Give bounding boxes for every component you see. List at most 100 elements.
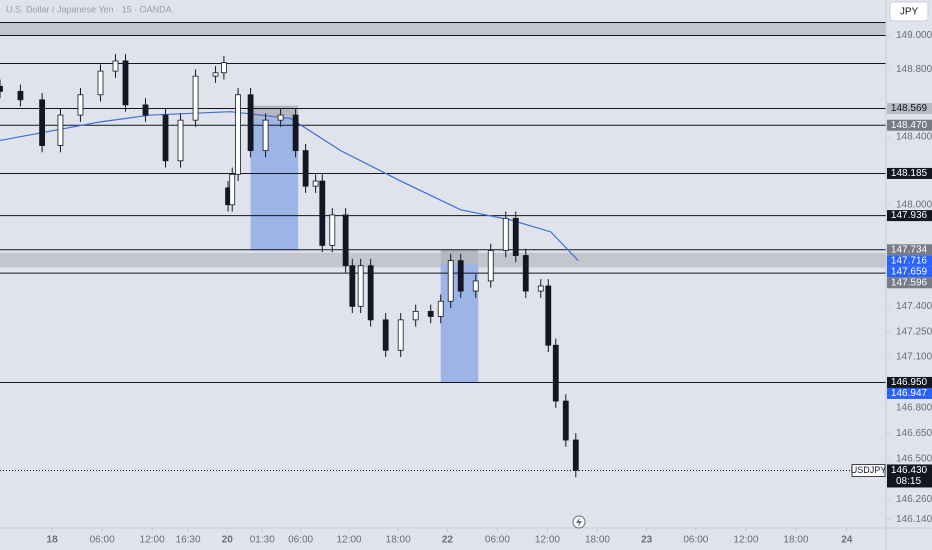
price-tag-label: 146.947 — [891, 388, 928, 399]
price-tag-label: 146.950 — [891, 377, 928, 388]
candle-body — [0, 85, 3, 92]
y-tick-label: 146.800 — [896, 402, 932, 413]
candle-body — [229, 173, 236, 206]
currency-button-bg[interactable] — [889, 1, 929, 22]
candle-body — [97, 70, 104, 96]
last-price-tag — [887, 464, 932, 488]
candle-body — [382, 319, 389, 351]
candle-body — [319, 180, 326, 246]
x-tick-label: 20 — [222, 535, 234, 546]
candle-body — [177, 119, 184, 162]
candle-body — [342, 214, 349, 267]
x-tick-label: 18:00 — [585, 535, 610, 546]
currency-button[interactable]: JPY — [889, 1, 929, 22]
price-tag — [887, 119, 932, 131]
candle-body — [512, 217, 519, 256]
candle-body — [77, 94, 84, 116]
candle-body — [162, 114, 169, 162]
x-tick-label: 18:00 — [783, 535, 808, 546]
candle-body — [212, 72, 219, 77]
price-tag-label: 147.936 — [891, 210, 928, 221]
y-tick-label: 148.000 — [896, 199, 932, 210]
candle-body — [562, 400, 569, 441]
candle-body — [522, 255, 529, 292]
plot — [0, 22, 886, 478]
price-tag — [887, 102, 932, 114]
x-tick-label: 24 — [841, 535, 853, 546]
x-tick-label: 18:00 — [386, 535, 411, 546]
candle-body — [277, 114, 284, 121]
candle-body — [57, 114, 64, 146]
x-tick-label: 16:30 — [176, 535, 201, 546]
lightning-bolt[interactable] — [576, 517, 582, 527]
candle-body — [329, 214, 336, 246]
price-tag — [887, 255, 932, 267]
x-tick-label: 06:00 — [683, 535, 708, 546]
price-tag — [887, 376, 932, 388]
x-tick-label: 06:00 — [485, 535, 510, 546]
y-tick-label: 147.100 — [896, 352, 932, 363]
candle-body — [437, 300, 444, 317]
price-tag-label: 148.470 — [891, 120, 928, 131]
x-tick-label: 22 — [442, 535, 454, 546]
candle-body — [349, 265, 356, 307]
candle-body — [552, 344, 559, 402]
price-tag — [887, 244, 932, 256]
candle-body — [112, 60, 119, 72]
x-tick-label: 06:00 — [90, 535, 115, 546]
moving-average — [0, 111, 579, 262]
price-tag — [887, 277, 932, 289]
candle-body — [192, 75, 199, 121]
price-tag-label: 148.569 — [891, 103, 928, 114]
candle-body — [367, 265, 374, 321]
y-tick-label: 148.800 — [896, 64, 932, 75]
y-tick-label: 146.500 — [896, 453, 932, 464]
candle-body — [39, 99, 46, 146]
price-tag — [887, 387, 932, 399]
y-tick-label: 149.000 — [896, 30, 932, 41]
candle-body — [235, 94, 241, 175]
candle-body — [292, 114, 299, 152]
candle-body — [472, 280, 479, 292]
price-tag-label: 147.659 — [891, 266, 928, 277]
candle-body — [572, 439, 579, 471]
y-tick-label: 147.250 — [896, 326, 932, 337]
candle-body — [537, 285, 544, 292]
candle-body — [397, 319, 404, 351]
price-tag-label: 147.734 — [891, 244, 928, 255]
candle-body — [502, 217, 509, 251]
currency-label[interactable]: JPY — [900, 7, 919, 18]
candle-body — [457, 260, 464, 292]
zone-box — [250, 118, 299, 251]
y-tick-label: 146.650 — [896, 428, 932, 439]
last-price-label: 146.430 — [891, 465, 928, 476]
y-tick-label: 148.400 — [896, 132, 932, 143]
price-tag-label: 148.185 — [891, 168, 928, 179]
candle-body — [262, 119, 269, 152]
price-tag-label: 147.596 — [891, 277, 928, 288]
symbol-tag — [851, 464, 886, 477]
x-tick-label: 12:00 — [336, 535, 361, 546]
x-tick-label: 12:00 — [140, 535, 165, 546]
x-tick-label: 06:00 — [288, 535, 313, 546]
x-tick-label: 01:30 — [250, 535, 275, 546]
y-tick-label: 146.260 — [896, 494, 932, 505]
x-tick-label: 23 — [641, 535, 653, 546]
price-tag — [887, 167, 932, 179]
candle-body — [122, 60, 129, 106]
y-tick-label: 147.400 — [896, 301, 932, 312]
x-tick-label: 18 — [47, 535, 59, 546]
x-tick-label: 12:00 — [535, 535, 560, 546]
symbol-title: U.S. Dollar / Japanese Yen · 15 · OANDA — [6, 4, 172, 14]
candle-body — [142, 104, 149, 116]
x-tick-label: 12:00 — [733, 535, 758, 546]
candle-body — [357, 265, 364, 307]
candle-body — [312, 180, 319, 187]
price-tag — [887, 210, 932, 222]
candle-body — [412, 310, 419, 321]
candle-body — [220, 62, 227, 74]
lightning-icon[interactable] — [572, 515, 586, 529]
y-tick-label: 146.140 — [896, 514, 932, 525]
